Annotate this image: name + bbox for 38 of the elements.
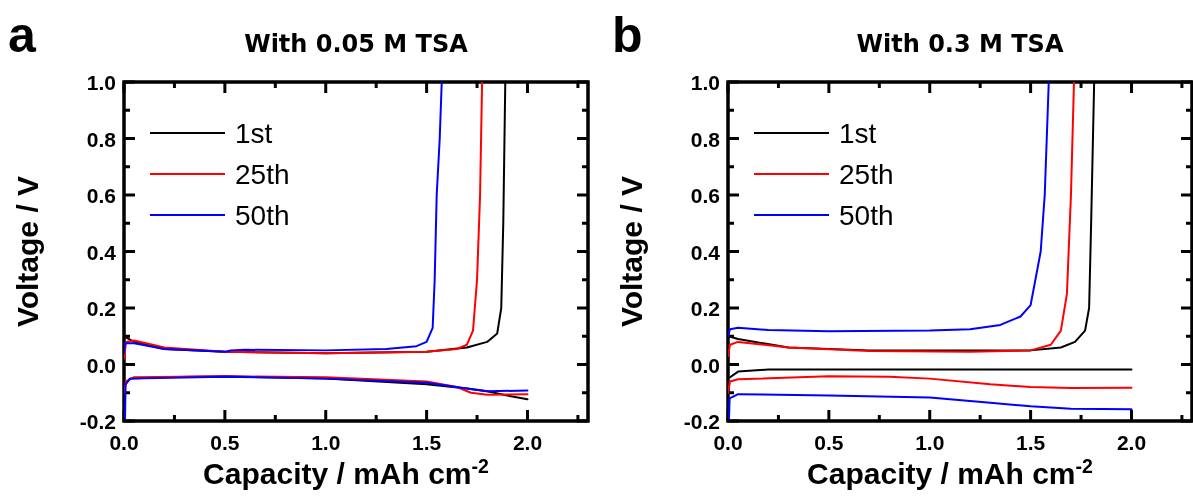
x-tick-label: 1.5 [412,431,442,454]
y-axis-title: Voltage / V [615,175,648,328]
y-tick-label: 0.6 [690,184,720,207]
y-tick-label: 0.0 [86,353,116,377]
legend-label: 1st [235,118,273,149]
x-axis-title: Capacity / mAh cm$^{-2}$ [203,455,490,490]
chart-title: With 0.05 M TSA [244,30,469,58]
y-axis-title: Voltage / V [11,175,44,328]
y-tick-label: 0.0 [690,353,720,377]
y-tick-label: 0.2 [86,297,116,320]
y-tick-label: 1.0 [86,71,116,94]
y-tick-label: -0.2 [683,410,720,433]
x-tick-label: 0.0 [109,431,139,454]
y-tick-label: 0.8 [86,127,117,151]
legend-label: 50th [235,200,290,231]
legend-label: 1st [839,118,877,149]
x-tick-label: 0.5 [210,431,240,454]
y-tick-label: 0.6 [86,184,116,207]
legend-label: 50th [839,200,894,231]
y-tick-label: 0.4 [690,240,721,264]
x-tick-label: 1.0 [311,431,341,454]
x-tick-label: 2.0 [512,431,543,454]
y-tick-label: 0.2 [690,297,720,320]
x-tick-label: 2.0 [1116,431,1147,454]
y-tick-label: 0.4 [86,240,117,264]
legend-label: 25th [235,159,290,190]
chart-title: With 0.3 M TSA [856,30,1064,58]
y-tick-label: 0.8 [690,127,721,151]
x-tick-label: 1.0 [915,431,945,454]
x-tick-label: 0.0 [713,431,743,454]
text: b [612,7,643,63]
y-tick-label: 1.0 [690,71,720,94]
x-tick-label: 0.5 [814,431,844,454]
x-axis-title: Capacity / mAh cm$^{-2}$ [807,455,1094,490]
text: a [8,7,37,63]
x-tick-label: 1.5 [1016,431,1046,454]
legend-label: 25th [839,159,894,190]
y-tick-label: -0.2 [79,410,116,433]
